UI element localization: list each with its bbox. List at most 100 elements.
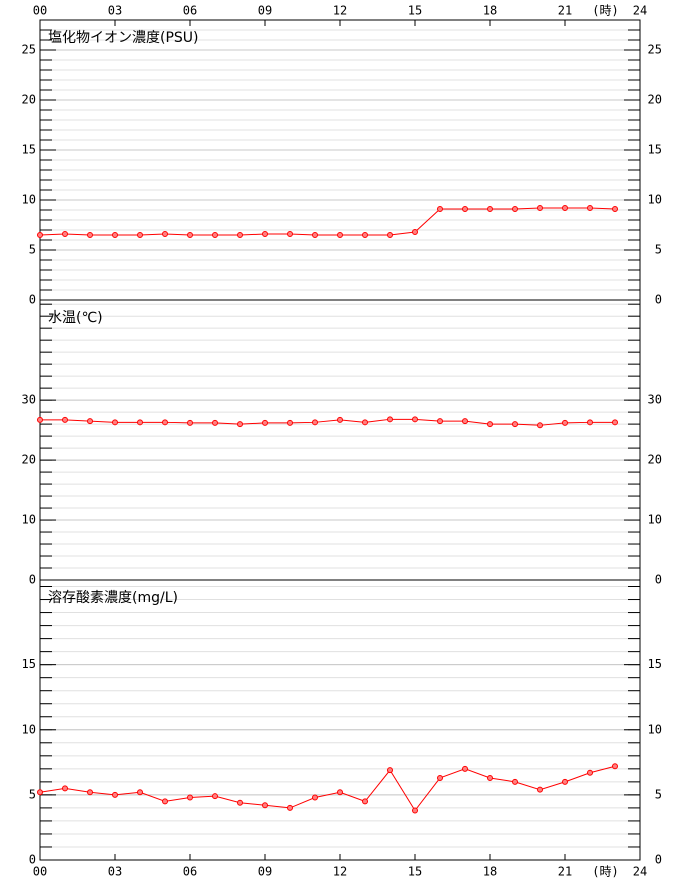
data-point (387, 767, 393, 774)
data-point (112, 419, 118, 426)
y-tick-label: 30 (22, 393, 36, 407)
y-tick-label: 25 (22, 43, 36, 57)
data-point (312, 232, 318, 238)
data-point (562, 205, 568, 211)
y-tick-label-right: 15 (648, 143, 662, 157)
data-point (37, 789, 43, 796)
panel-title: 塩化物イオン濃度(PSU) (48, 30, 199, 46)
series-line (40, 418, 615, 426)
data-point (612, 763, 618, 770)
data-point (412, 807, 418, 814)
y-tick-label: 10 (22, 513, 36, 527)
data-point (462, 418, 468, 425)
x-tick-label: 09 (258, 4, 272, 18)
plot-frame (39, 579, 641, 861)
y-tick-label: 0 (29, 293, 36, 307)
data-point (162, 231, 168, 237)
panel-title: 溶存酸素濃度(mg/L) (48, 590, 178, 606)
x-tick-label: 24 (633, 4, 647, 18)
data-point (137, 789, 143, 796)
data-point (512, 206, 518, 212)
y-tick-label-right: 20 (648, 93, 662, 107)
x-axis-label: (時) (592, 4, 618, 18)
data-point (487, 774, 493, 781)
x-axis-label: (時) (592, 865, 618, 879)
y-tick-label: 15 (22, 143, 36, 157)
data-point (162, 798, 168, 805)
x-tick-label: 24 (633, 865, 647, 879)
x-tick-label: 09 (258, 865, 272, 879)
data-point (337, 416, 343, 423)
data-point (62, 416, 68, 423)
x-tick-label: 18 (483, 4, 497, 18)
data-point (437, 206, 443, 212)
data-point (487, 421, 493, 428)
data-point (62, 785, 68, 792)
y-tick-label-right: 5 (655, 787, 662, 801)
y-tick-label-right: 25 (648, 43, 662, 57)
data-point (212, 793, 218, 800)
data-point (237, 232, 243, 238)
data-point (262, 231, 268, 237)
x-tick-label: 15 (408, 4, 422, 18)
x-tick-label: 12 (333, 4, 347, 18)
y-tick-label-right: 10 (648, 722, 662, 736)
data-point (537, 422, 543, 429)
data-point (512, 778, 518, 785)
data-point (337, 232, 343, 238)
x-tick-label: 03 (108, 865, 122, 879)
data-point (137, 232, 143, 238)
data-point (512, 421, 518, 428)
data-point (137, 419, 143, 426)
data-point (387, 416, 393, 423)
data-point (487, 206, 493, 212)
y-tick-label: 20 (22, 453, 36, 467)
data-point (287, 804, 293, 811)
data-point (187, 232, 193, 238)
y-tick-label: 15 (22, 657, 36, 671)
data-point (537, 786, 543, 793)
x-tick-label: 06 (183, 4, 197, 18)
y-tick-label: 10 (22, 722, 36, 736)
y-tick-label-right: 0 (655, 573, 662, 587)
data-point (412, 229, 418, 235)
data-point (237, 421, 243, 428)
data-point (37, 416, 43, 423)
data-point (587, 419, 593, 426)
data-point (562, 419, 568, 426)
data-point (437, 418, 443, 425)
y-tick-label: 10 (22, 193, 36, 207)
y-tick-label-right: 0 (655, 853, 662, 867)
x-tick-label: 18 (483, 865, 497, 879)
data-point (87, 789, 93, 796)
y-tick-label-right: 20 (648, 453, 662, 467)
data-point (412, 416, 418, 423)
y-tick-label: 5 (29, 243, 36, 257)
data-point (262, 419, 268, 426)
x-tick-label: 00 (33, 4, 47, 18)
y-tick-label: 5 (29, 787, 36, 801)
data-point (387, 232, 393, 238)
x-tick-label: 21 (558, 4, 572, 18)
y-tick-label: 0 (29, 573, 36, 587)
data-point (187, 794, 193, 801)
data-point (212, 419, 218, 426)
data-point (587, 769, 593, 776)
data-point (587, 205, 593, 211)
y-tick-label-right: 5 (655, 243, 662, 257)
plot-frame (39, 299, 641, 581)
data-point (187, 419, 193, 426)
data-point (287, 231, 293, 237)
series-line (39, 207, 616, 236)
data-point (87, 232, 93, 238)
data-point (112, 232, 118, 238)
series-line (39, 765, 616, 812)
y-tick-label-right: 10 (648, 193, 662, 207)
data-point (62, 231, 68, 237)
data-point (37, 232, 43, 238)
data-point (437, 774, 443, 781)
y-tick-label: 0 (29, 853, 36, 867)
y-tick-label-right: 10 (648, 513, 662, 527)
data-point (462, 206, 468, 212)
data-point (562, 778, 568, 785)
